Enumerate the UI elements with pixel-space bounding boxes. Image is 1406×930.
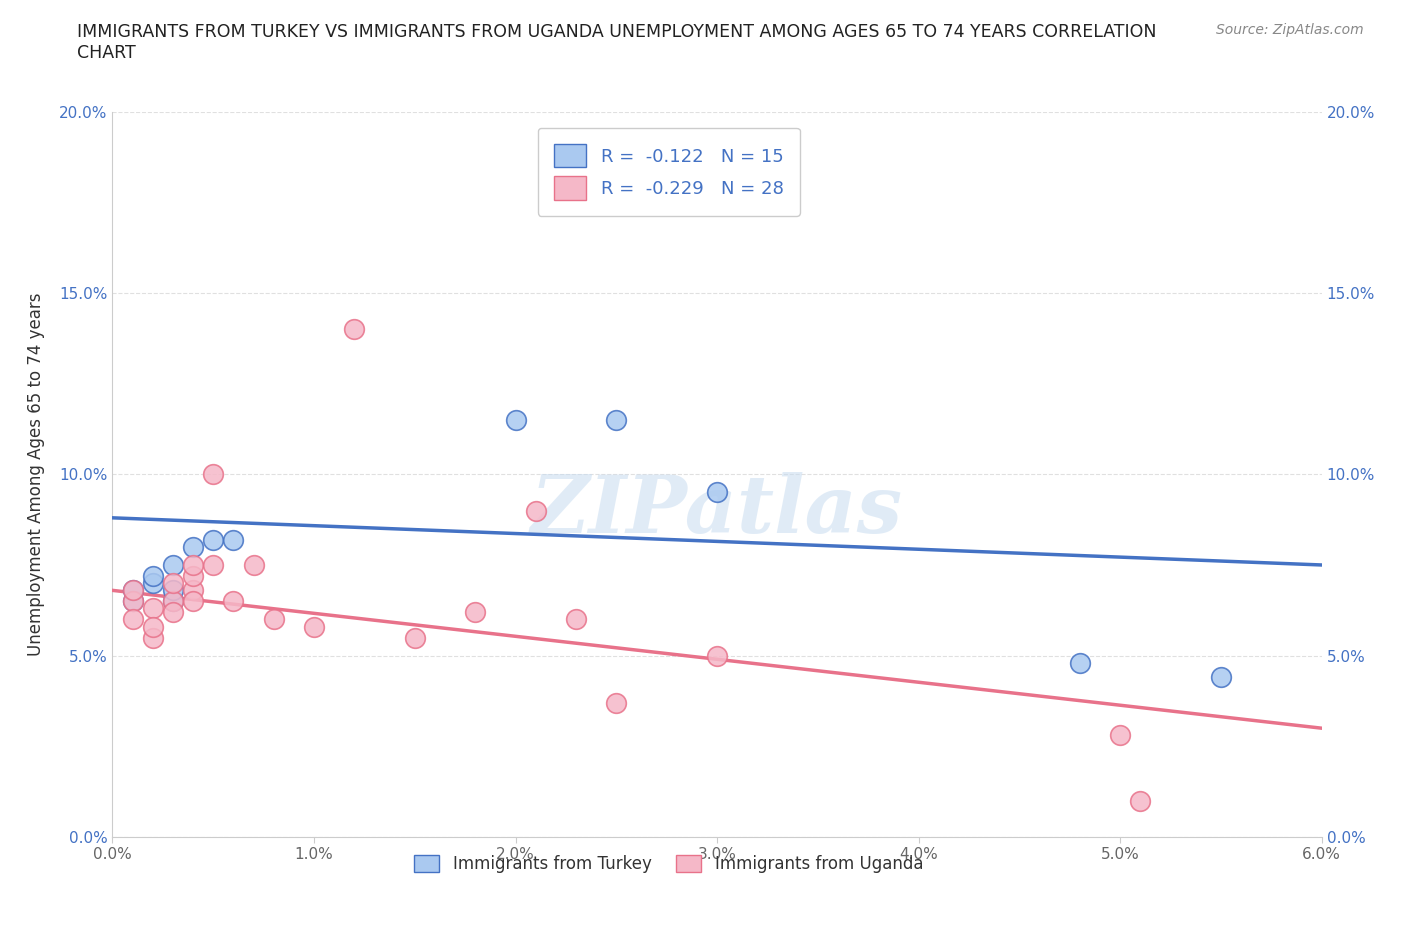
Y-axis label: Unemployment Among Ages 65 to 74 years: Unemployment Among Ages 65 to 74 years [27, 293, 45, 656]
Point [505, 413, 527, 428]
Point [404, 631, 426, 645]
Legend: Immigrants from Turkey, Immigrants from Uganda: Immigrants from Turkey, Immigrants from … [408, 848, 929, 880]
Point [222, 594, 245, 609]
Point [162, 594, 184, 609]
Text: Source: ZipAtlas.com: Source: ZipAtlas.com [1216, 23, 1364, 37]
Point [605, 696, 627, 711]
Point [121, 594, 143, 609]
Point [142, 631, 165, 645]
Point [263, 612, 285, 627]
Point [162, 558, 184, 573]
Point [464, 604, 486, 619]
Point [142, 601, 165, 616]
Text: IMMIGRANTS FROM TURKEY VS IMMIGRANTS FROM UGANDA UNEMPLOYMENT AMONG AGES 65 TO 7: IMMIGRANTS FROM TURKEY VS IMMIGRANTS FRO… [77, 23, 1157, 62]
Point [524, 503, 547, 518]
Point [706, 648, 728, 663]
Point [162, 576, 184, 591]
Point [121, 583, 143, 598]
Point [181, 583, 204, 598]
Point [162, 583, 184, 598]
Point [121, 612, 143, 627]
Point [302, 619, 325, 634]
Point [202, 558, 225, 573]
Point [121, 583, 143, 598]
Point [202, 467, 225, 482]
Point [1069, 656, 1091, 671]
Point [222, 532, 245, 547]
Point [343, 322, 366, 337]
Point [605, 413, 627, 428]
Text: ZIPatlas: ZIPatlas [531, 472, 903, 550]
Point [181, 539, 204, 554]
Point [565, 612, 588, 627]
Point [162, 604, 184, 619]
Point [142, 576, 165, 591]
Point [121, 594, 143, 609]
Point [1129, 793, 1152, 808]
Point [181, 558, 204, 573]
Point [142, 568, 165, 583]
Point [242, 558, 264, 573]
Point [162, 594, 184, 609]
Point [142, 619, 165, 634]
Point [202, 532, 225, 547]
Point [706, 485, 728, 500]
Point [1209, 670, 1232, 684]
Point [1109, 728, 1132, 743]
Point [181, 594, 204, 609]
Point [181, 568, 204, 583]
